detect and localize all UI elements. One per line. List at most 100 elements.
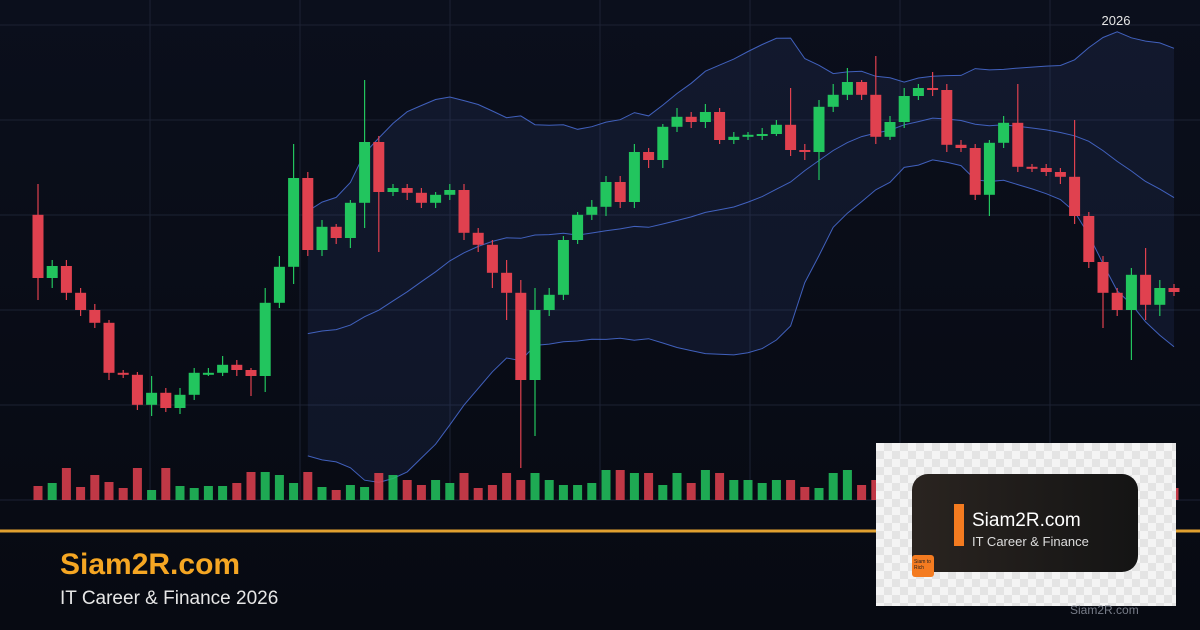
- volume-bar: [487, 485, 497, 500]
- candle-body: [699, 112, 711, 122]
- candle-body: [927, 88, 939, 90]
- candle-body: [998, 122, 1010, 143]
- candle-body: [259, 302, 271, 376]
- annotation: 2026: [1102, 13, 1131, 28]
- candle-body: [174, 394, 186, 408]
- volume-bar: [388, 475, 398, 500]
- volume-bar: [771, 480, 781, 500]
- candle-body: [373, 142, 385, 192]
- volume-bar: [402, 480, 412, 500]
- candle-body: [330, 226, 342, 238]
- candle-body: [1054, 172, 1066, 177]
- volume-bar: [360, 487, 370, 500]
- volume-bar: [175, 486, 185, 500]
- candle-body: [245, 370, 257, 376]
- candle-body: [870, 94, 882, 137]
- candle-body: [401, 188, 413, 193]
- volume-bar: [814, 488, 824, 500]
- candle-body: [586, 206, 598, 215]
- candle-body: [1168, 288, 1180, 292]
- candle-body: [1111, 292, 1123, 310]
- volume-bar: [189, 488, 199, 500]
- volume-bar: [118, 488, 128, 500]
- volume-bar: [857, 485, 867, 500]
- candle-body: [671, 116, 683, 127]
- candle-body: [983, 142, 995, 195]
- volume-bar: [601, 470, 611, 500]
- candle-body: [231, 364, 243, 370]
- volume-bar: [743, 480, 753, 500]
- candle-body: [103, 322, 115, 373]
- candle-body: [458, 190, 470, 233]
- candle-body: [572, 214, 584, 240]
- candle-body: [841, 82, 853, 95]
- volume-bar: [757, 483, 767, 500]
- volume-bar: [317, 487, 327, 500]
- volume-bar: [132, 468, 142, 500]
- candle-body: [146, 392, 158, 405]
- candle-body: [501, 272, 513, 293]
- logo-subtitle: IT Career & Finance: [972, 534, 1089, 549]
- volume-bar: [629, 473, 639, 500]
- candle-body: [1012, 122, 1024, 167]
- volume-bar: [530, 473, 540, 500]
- candle-body: [813, 106, 825, 152]
- candle-body: [430, 194, 442, 203]
- volume-bar: [47, 483, 57, 500]
- volume-bar: [331, 490, 341, 500]
- volume-bar: [842, 470, 852, 500]
- volume-bar: [431, 480, 441, 500]
- candle-body: [657, 126, 669, 160]
- candle-body: [515, 292, 527, 380]
- volume-bar: [90, 475, 100, 500]
- bollinger-fill: [307, 31, 1174, 483]
- candle-body: [359, 142, 371, 203]
- candle-body: [856, 82, 868, 95]
- brand-subtitle: IT Career & Finance 2026: [60, 588, 279, 609]
- volume-bar: [61, 468, 71, 500]
- candle-body: [60, 266, 72, 293]
- volume-bar: [686, 483, 696, 500]
- logo-title: Siam2R.com: [972, 510, 1081, 531]
- volume-bar: [786, 480, 796, 500]
- candle-body: [202, 372, 214, 375]
- candle-body: [898, 96, 910, 122]
- candle-body: [912, 88, 924, 96]
- candle-body: [614, 182, 626, 202]
- brand-title: Siam2R.com: [60, 548, 241, 581]
- candle-body: [941, 90, 953, 145]
- candle-body: [188, 372, 200, 395]
- volume-bar: [104, 482, 114, 500]
- candle-body: [756, 134, 768, 136]
- volume-bar: [147, 490, 157, 500]
- volume-bar: [828, 473, 838, 500]
- logo-bar: [954, 504, 964, 546]
- candle-body: [742, 134, 754, 137]
- bollinger-upper: [307, 31, 1175, 212]
- volume-bar: [558, 485, 568, 500]
- candle-body: [160, 392, 172, 408]
- candle-body: [770, 124, 782, 134]
- candle-body: [486, 244, 498, 273]
- volume-bar: [615, 470, 625, 500]
- candle-body: [46, 266, 58, 278]
- volume-bar: [729, 480, 739, 500]
- candle-body: [728, 136, 740, 140]
- candle-body: [387, 188, 399, 192]
- candle-body: [628, 152, 640, 202]
- volume-bar: [871, 480, 881, 500]
- candle-body: [316, 226, 328, 250]
- volume-bar: [573, 485, 583, 500]
- candle-body: [1026, 166, 1038, 169]
- candle-body: [1069, 176, 1081, 216]
- volume-bar: [800, 487, 810, 500]
- candle-body: [969, 148, 981, 195]
- candle-body: [415, 192, 427, 203]
- bollinger-lower: [307, 159, 1175, 483]
- volume-bar: [473, 488, 483, 500]
- volume-bar: [76, 487, 86, 500]
- volume-bar: [459, 473, 469, 500]
- volume-bar: [303, 472, 313, 500]
- volume-bar: [416, 485, 426, 500]
